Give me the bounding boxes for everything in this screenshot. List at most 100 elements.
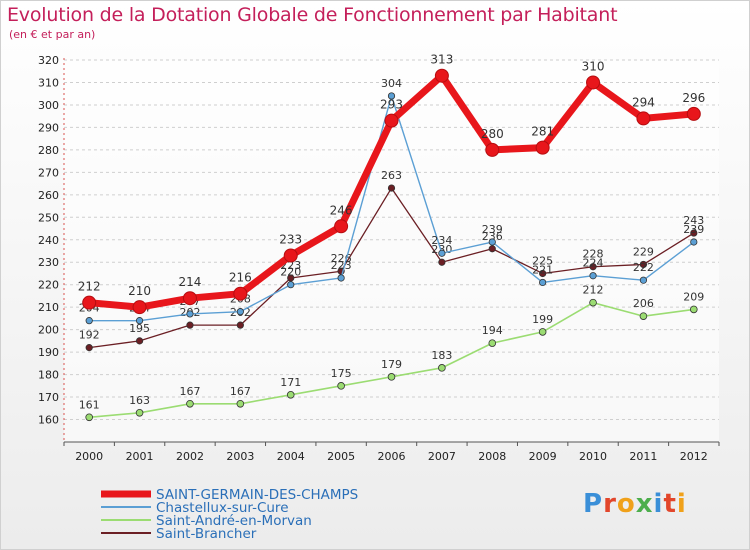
- data-label: 214: [179, 275, 202, 289]
- data-label: 280: [481, 127, 504, 141]
- data-point: [488, 245, 496, 253]
- data-label: 167: [230, 385, 251, 398]
- data-point: [636, 111, 651, 126]
- chart-title: Evolution de la Dotation Globale de Fonc…: [7, 4, 618, 26]
- data-label: 294: [632, 95, 655, 109]
- data-point: [283, 248, 298, 263]
- legend: SAINT-GERMAIN-DES-CHAMPSChastellux-sur-C…: [101, 487, 358, 542]
- data-label: 236: [482, 230, 503, 243]
- data-point: [387, 184, 396, 192]
- data-point: [535, 140, 550, 155]
- data-label: 222: [633, 261, 654, 274]
- data-point: [690, 238, 698, 246]
- data-label: 226: [331, 252, 352, 265]
- y-tick-label: 320: [38, 54, 59, 67]
- data-point: [539, 278, 547, 287]
- data-point: [539, 269, 547, 278]
- legend-label: Saint-Brancher: [156, 526, 257, 542]
- data-label: 313: [430, 53, 453, 67]
- x-tick-label: 2011: [629, 450, 657, 463]
- data-label: 192: [79, 329, 100, 342]
- data-point: [387, 92, 396, 100]
- data-label: 209: [683, 290, 704, 303]
- data-point: [337, 382, 345, 390]
- legend-item-chastellux-sur-cure: Chastellux-sur-Cure: [101, 500, 289, 516]
- data-point: [639, 276, 648, 284]
- y-tick-label: 290: [38, 121, 59, 134]
- data-label: 229: [633, 245, 654, 258]
- data-label: 210: [128, 284, 151, 298]
- y-tick-label: 170: [38, 391, 59, 404]
- y-tick-label: 260: [38, 189, 59, 202]
- x-tick-label: 2000: [75, 450, 103, 463]
- y-tick-label: 280: [38, 144, 59, 157]
- data-point: [686, 106, 701, 121]
- data-point: [337, 274, 345, 282]
- legend-item-saint-germain-des-champs: SAINT-GERMAIN-DES-CHAMPS: [101, 487, 358, 503]
- data-point: [135, 337, 144, 345]
- x-tick-label: 2001: [126, 450, 154, 463]
- y-axis: 160 170 180 190 200 210 220 230 240 250 260 270 280 2…: [38, 54, 65, 442]
- series-saint-brancher: 192195202202223226263230236225228229243: [79, 169, 704, 352]
- data-label: 167: [179, 385, 200, 398]
- data-label: 228: [583, 248, 604, 261]
- x-tick-label: 2012: [680, 450, 708, 463]
- data-label: 163: [129, 394, 150, 407]
- data-point: [286, 391, 295, 399]
- data-point: [236, 308, 244, 316]
- logo-letter: i: [653, 489, 664, 519]
- data-label: 281: [531, 125, 554, 139]
- data-point: [586, 75, 601, 90]
- data-point: [287, 281, 295, 289]
- data-label: 296: [682, 91, 705, 105]
- data-label: 263: [381, 169, 402, 182]
- data-point: [434, 68, 449, 83]
- data-point: [538, 328, 547, 336]
- proxiti-logo: Proxiti: [583, 489, 687, 519]
- x-tick-label: 2006: [378, 450, 406, 463]
- x-tick-label: 2002: [176, 450, 204, 463]
- data-label: 175: [331, 367, 352, 380]
- data-label: 171: [280, 376, 301, 389]
- logo-letter: r: [603, 489, 617, 519]
- y-tick-label: 250: [38, 211, 59, 224]
- legend-item-saint-brancher: Saint-Brancher: [101, 526, 257, 542]
- x-tick-label: 2003: [226, 450, 254, 463]
- data-point: [233, 286, 248, 301]
- data-point: [82, 295, 97, 310]
- data-label: 212: [583, 284, 604, 297]
- data-point: [182, 291, 197, 306]
- data-label: 234: [431, 234, 452, 247]
- data-label: 239: [683, 223, 704, 236]
- data-point: [639, 312, 648, 320]
- data-point: [485, 142, 500, 157]
- data-label: 293: [380, 98, 403, 112]
- data-label: 233: [279, 232, 302, 246]
- data-point: [236, 321, 244, 329]
- y-tick-label: 190: [38, 346, 59, 359]
- data-point: [132, 300, 147, 315]
- data-point: [85, 317, 93, 325]
- logo-letter: P: [583, 489, 604, 519]
- data-point: [589, 298, 597, 307]
- data-label: 246: [330, 203, 353, 217]
- x-tick-label: 2004: [277, 450, 305, 463]
- data-label: 304: [381, 77, 402, 90]
- series-saint-andr-en-morvan: 161 163 167 167 171 175 179 183 194 199 212 206 209: [79, 284, 704, 422]
- data-point: [186, 310, 194, 318]
- data-label: 239: [482, 223, 503, 236]
- data-point: [690, 305, 698, 314]
- data-point: [438, 249, 446, 257]
- legend-label: SAINT-GERMAIN-DES-CHAMPS: [156, 487, 358, 503]
- data-label: 216: [229, 271, 252, 285]
- data-label: 199: [532, 313, 553, 326]
- y-tick-label: 240: [38, 234, 59, 247]
- y-tick-label: 230: [38, 256, 59, 269]
- data-label: 183: [431, 349, 452, 362]
- data-point: [387, 373, 396, 381]
- data-point: [589, 263, 597, 271]
- data-point: [690, 229, 698, 237]
- y-tick-label: 160: [38, 414, 59, 427]
- data-label: 161: [79, 398, 100, 411]
